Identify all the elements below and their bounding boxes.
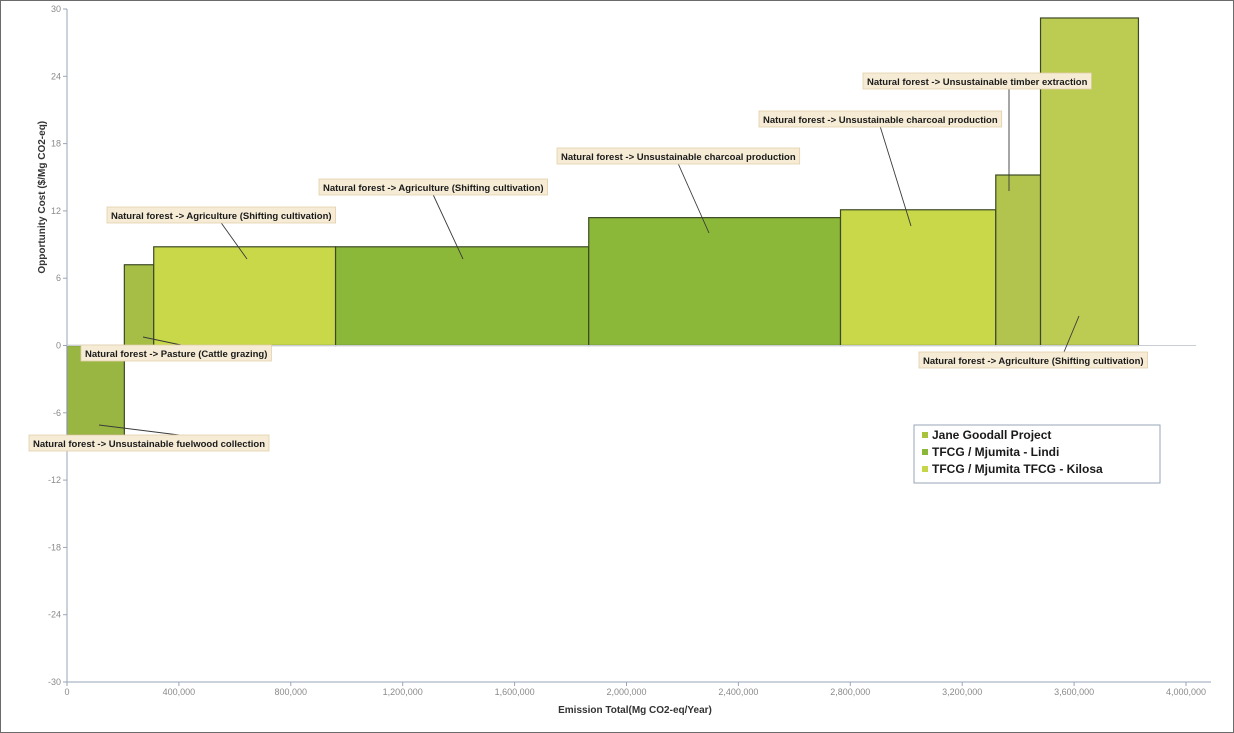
x-tick-label: 1,600,000 <box>495 687 535 697</box>
annotation-layer: Natural forest -> Unsustainable fuelwood… <box>28 72 1148 452</box>
x-tick-label: 1,200,000 <box>383 687 423 697</box>
annotation-8: Natural forest -> Agriculture (Shifting … <box>918 351 1148 369</box>
y-tick-label: 24 <box>51 71 61 81</box>
y-tick-label: -12 <box>48 475 61 485</box>
annotation-label: Natural forest -> Agriculture (Shifting … <box>323 183 544 194</box>
y-tick-label: -30 <box>48 677 61 687</box>
x-tick-label: 2,000,000 <box>606 687 646 697</box>
y-tick-label: 30 <box>51 4 61 14</box>
annotation-leader <box>142 336 182 346</box>
legend-box <box>913 424 1161 484</box>
y-tick-label: 18 <box>51 139 61 149</box>
y-tick-label: 0 <box>56 341 61 351</box>
annotation-label: Natural forest -> Unsustainable charcoal… <box>763 115 998 126</box>
annotation-1: Natural forest -> Unsustainable fuelwood… <box>28 434 270 452</box>
annotation-leaders <box>98 89 1080 436</box>
annotation-label: Natural forest -> Agriculture (Shifting … <box>923 356 1144 367</box>
annotation-box <box>918 351 1148 369</box>
y-tick-label: 12 <box>51 206 61 216</box>
bar-4 <box>334 246 590 347</box>
x-tick-label: 3,600,000 <box>1054 687 1094 697</box>
bar-8 <box>1039 17 1140 347</box>
y-tick-label: 6 <box>56 273 61 283</box>
annotation-leader <box>1063 315 1080 353</box>
x-tick-label: 2,800,000 <box>830 687 870 697</box>
annotation-7: Natural forest -> Unsustainable timber e… <box>862 72 1092 90</box>
x-tick-label: 3,200,000 <box>942 687 982 697</box>
legend-item: TFCG / Mjumita - Lindi <box>922 445 1059 459</box>
bar-6 <box>839 209 997 347</box>
annotation-box <box>556 147 801 165</box>
x-tick-label: 2,400,000 <box>718 687 758 697</box>
annotation-6: Natural forest -> Unsustainable charcoal… <box>758 110 1003 128</box>
legend: Jane Goodall Project TFCG / Mjumita - Lin… <box>913 424 1161 484</box>
bar-2 <box>123 264 155 347</box>
annotation-leader <box>432 194 464 260</box>
bar-7 <box>995 174 1042 347</box>
annotation-leader <box>98 424 180 436</box>
legend-label: Jane Goodall Project <box>932 428 1051 442</box>
legend-label: TFCG / Mjumita - Lindi <box>932 445 1059 459</box>
annotation-box <box>28 434 270 452</box>
x-tick-label: 400,000 <box>163 687 196 697</box>
annotation-label: Natural forest -> Pasture (Cattle grazin… <box>85 349 267 360</box>
axes-layer: -30 -24 -18 -12 -6 0 6 12 18 24 30 0 400,000 800,000 1… <box>37 4 1211 716</box>
annotation-box <box>862 72 1092 90</box>
x-tick-label: 0 <box>64 687 69 697</box>
annotation-box <box>106 206 336 224</box>
bars-layer <box>66 17 1140 436</box>
annotation-box <box>80 344 272 362</box>
legend-label: TFCG / Mjumita TFCG - Kilosa <box>932 462 1103 476</box>
x-axis-title: Emission Total(Mg CO2-eq/Year) <box>558 705 712 716</box>
legend-swatch <box>922 432 928 438</box>
annotation-label: Natural forest -> Unsustainable fuelwood… <box>33 439 265 450</box>
annotation-box <box>318 178 548 196</box>
x-tick-label: 4,000,000 <box>1166 687 1206 697</box>
annotation-4: Natural forest -> Agriculture (Shifting … <box>318 178 548 196</box>
y-tick-label: -6 <box>53 408 61 418</box>
annotation-label: Natural forest -> Unsustainable charcoal… <box>561 152 796 163</box>
annotation-leader <box>220 222 248 260</box>
y-tick-label: -24 <box>48 610 61 620</box>
annotation-2: Natural forest -> Pasture (Cattle grazin… <box>80 344 272 362</box>
x-tick-label: 800,000 <box>275 687 308 697</box>
annotation-leader <box>879 126 912 227</box>
y-axis-title: Opportunity Cost ($/Mg CO2-eq) <box>37 121 48 274</box>
annotation-box <box>758 110 1003 128</box>
annotation-label: Natural forest -> Unsustainable timber e… <box>867 77 1088 88</box>
legend-item: Jane Goodall Project <box>922 428 1051 442</box>
legend-swatch <box>922 449 928 455</box>
bar-5 <box>588 217 842 347</box>
legend-item: TFCG / Mjumita TFCG - Kilosa <box>922 462 1103 476</box>
annotation-label: Natural forest -> Agriculture (Shifting … <box>111 211 332 222</box>
y-tick-label: -18 <box>48 542 61 552</box>
annotation-leader <box>677 163 710 234</box>
annotation-3: Natural forest -> Agriculture (Shifting … <box>106 206 336 224</box>
annotation-5: Natural forest -> Unsustainable charcoal… <box>556 147 801 165</box>
bar-3 <box>153 246 337 347</box>
legend-swatch <box>922 466 928 472</box>
